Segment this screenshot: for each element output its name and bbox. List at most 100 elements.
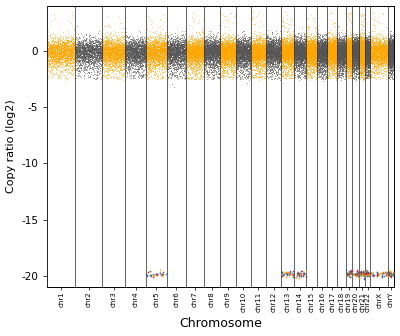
Point [196,50,202,56]
Point [207,41,214,46]
Point [61,53,68,59]
Point [159,52,165,57]
Point [355,65,362,70]
Point [307,40,314,45]
Point [199,44,206,50]
Point [67,46,74,51]
Point [130,36,136,41]
Point [359,44,366,49]
Point [356,47,362,52]
Point [154,48,160,53]
Point [344,39,351,44]
Point [89,52,95,57]
Point [133,59,139,65]
Point [377,59,384,65]
Point [352,273,359,278]
Point [373,53,380,58]
Point [365,47,371,52]
Point [345,14,352,19]
Point [188,53,194,59]
Point [152,65,158,70]
Point [189,56,196,61]
Point [261,49,267,54]
Point [293,48,300,53]
Point [390,46,397,51]
Point [322,60,328,65]
Point [81,48,88,53]
Point [196,61,202,66]
Point [46,62,52,67]
Point [106,59,113,65]
Point [358,47,364,53]
Point [308,43,314,48]
Point [380,49,386,55]
Point [346,42,352,48]
Point [332,45,338,51]
Point [317,58,323,64]
Point [68,48,75,54]
Point [198,29,205,35]
Point [380,70,386,76]
Point [340,62,347,68]
Point [333,57,339,62]
Point [64,28,70,33]
Point [131,73,138,79]
Point [57,50,63,55]
Point [324,52,330,57]
Point [366,54,373,59]
Point [168,53,175,59]
Point [289,56,296,62]
Point [80,42,86,47]
Point [240,43,246,48]
Point [268,59,274,65]
Point [359,46,366,52]
Point [238,49,245,54]
Point [343,48,349,53]
Point [361,44,367,50]
Point [267,41,273,46]
Point [280,56,286,62]
Point [345,53,352,58]
Point [291,51,298,56]
Point [86,53,92,58]
Point [170,70,176,76]
Point [360,61,367,66]
Point [371,60,377,66]
Point [207,51,214,56]
Point [177,50,184,55]
Point [236,41,243,46]
Point [361,49,367,55]
Point [254,46,260,52]
Point [319,50,325,56]
Point [281,43,288,48]
Point [186,49,192,54]
Point [356,53,363,58]
Point [117,50,124,56]
Point [360,271,366,277]
Point [268,40,274,45]
Point [120,47,126,53]
Point [304,71,310,76]
Point [370,58,377,64]
Point [296,45,302,51]
Point [242,44,248,50]
Point [230,51,236,56]
Point [364,57,371,62]
Point [352,40,358,45]
Point [48,44,55,49]
Point [337,43,344,48]
Point [333,53,339,58]
Point [351,40,358,45]
Point [336,50,342,56]
Point [170,57,176,63]
Point [115,37,121,42]
Point [137,62,143,68]
Point [387,48,393,54]
Point [195,57,202,62]
Point [301,49,308,55]
Point [290,46,297,52]
Point [334,57,341,62]
Point [266,53,272,59]
Point [262,55,269,60]
Point [351,48,357,54]
